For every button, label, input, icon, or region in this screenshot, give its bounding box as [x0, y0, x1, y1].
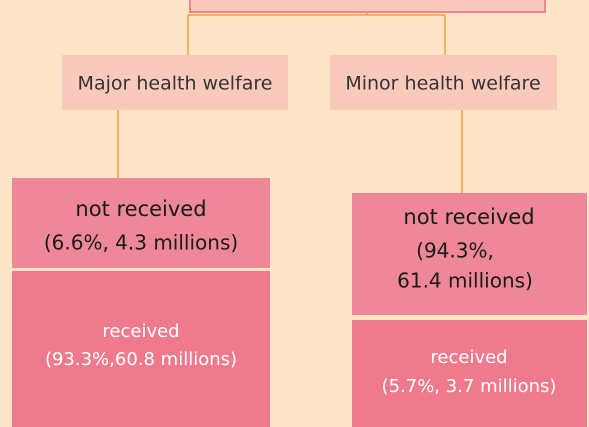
node-label: Major health welfare: [78, 73, 273, 95]
node-text: received: [102, 321, 179, 342]
node-text: 61.4 millions): [397, 269, 533, 293]
node-text: (94.3%,: [416, 239, 494, 263]
category-box: [330, 55, 557, 110]
node-text: received: [430, 347, 507, 368]
top-box: [189, 0, 546, 13]
category-box: [62, 55, 288, 110]
node-label: Minor health welfare: [345, 73, 540, 95]
node-text: not received: [403, 205, 534, 229]
node-text: not received: [75, 197, 206, 221]
result-box: [352, 320, 587, 427]
node-text: (5.7%, 3.7 millions): [382, 376, 557, 397]
connectors: [117, 12, 463, 193]
result-box: [12, 178, 270, 268]
node-text: (6.6%, 4.3 millions): [44, 231, 238, 255]
result-box: [352, 193, 587, 315]
node-text: (93.3%,60.8 millions): [45, 349, 237, 370]
result-box: [12, 271, 270, 427]
